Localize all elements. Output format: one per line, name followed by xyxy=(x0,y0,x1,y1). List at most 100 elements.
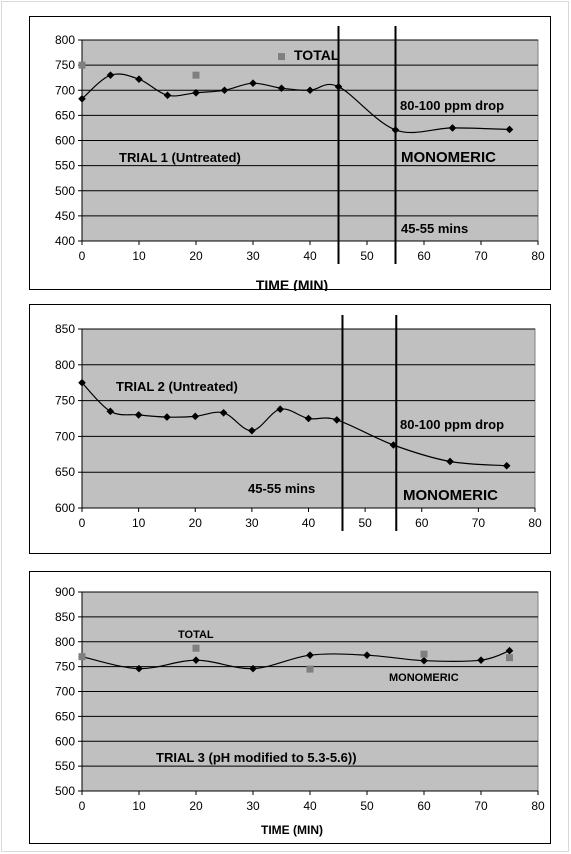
annotation-ppm-drop: 80-100 ppm drop xyxy=(400,417,504,432)
y-tick-label-550: 550 xyxy=(55,759,75,773)
data-point-total-60 xyxy=(420,650,428,658)
x-tick-label-40: 40 xyxy=(302,516,316,530)
x-tick-label-10: 10 xyxy=(132,799,146,813)
data-point-monomeric-55 xyxy=(389,441,398,449)
data-point-monomeric-45 xyxy=(333,416,341,424)
annotation-trial-label: TRIAL 2 (Untreated) xyxy=(116,379,238,394)
x-tick-label-60: 60 xyxy=(417,249,431,263)
x-tick-label-60: 60 xyxy=(417,799,431,813)
x-tick-label-20: 20 xyxy=(189,516,203,530)
y-tick-label-700: 700 xyxy=(55,83,75,97)
x-tick-label-50: 50 xyxy=(360,249,374,263)
annotation-total: TOTAL xyxy=(294,47,340,63)
y-tick-label-750: 750 xyxy=(55,660,75,674)
data-point-monomeric-35 xyxy=(277,84,286,93)
y-tick-label-600: 600 xyxy=(55,734,75,748)
x-tick-label-20: 20 xyxy=(189,249,203,263)
x-tick-label-80: 80 xyxy=(531,799,545,813)
data-point-monomeric-75 xyxy=(502,461,511,470)
annotation-ppm-drop: 80-100 ppm drop xyxy=(400,98,504,113)
x-tick-label-60: 60 xyxy=(415,516,429,530)
data-point-monomeric-15 xyxy=(163,413,171,421)
x-tick-label-50: 50 xyxy=(360,799,374,813)
chart-trial-2: 600 650 700 750 800 850 0 10 20 30 40 50 60 70 80 TRIAL… xyxy=(29,304,551,554)
y-tick-label-650: 650 xyxy=(55,465,75,479)
x-tick-label-40: 40 xyxy=(303,799,317,813)
x-tick-label-0: 0 xyxy=(79,516,86,530)
x-tick-label-40: 40 xyxy=(303,249,317,263)
data-point-monomeric-0 xyxy=(78,378,86,387)
data-point-total-20 xyxy=(192,644,200,652)
x-tick-label-30: 30 xyxy=(246,249,260,263)
data-point-total-0 xyxy=(78,61,86,69)
y-tick-label-600: 600 xyxy=(55,501,75,515)
data-point-total-0 xyxy=(78,653,86,661)
annotation-total: TOTAL xyxy=(178,629,214,641)
annotation-time-window: 45-55 mins xyxy=(248,481,315,496)
annotation-trial-label: TRIAL 3 (pH modified to 5.3-5.6)) xyxy=(156,750,357,765)
x-tick-label-50: 50 xyxy=(358,516,372,530)
annotation-monomeric: MONOMERIC xyxy=(401,149,496,166)
y-tick-label-650: 650 xyxy=(55,709,75,723)
x-tick-label-30: 30 xyxy=(246,799,260,813)
chart-trial-2-svg: 600 650 700 750 800 850 0 10 20 30 40 50 60 70 80 TRIAL… xyxy=(55,315,542,531)
y-tick-label-700: 700 xyxy=(55,429,75,443)
y-tick-label-800: 800 xyxy=(55,33,75,47)
data-point-monomeric-75 xyxy=(505,125,514,134)
y-tick-label-750: 750 xyxy=(55,58,75,72)
data-point-total-40 xyxy=(306,665,314,673)
chart-trial-1-svg: 400 450 500 550 600 650 700 750 800 0 10 20 30 40 50 60… xyxy=(55,26,545,291)
x-tick-label-70: 70 xyxy=(474,249,488,263)
data-point-total-35 xyxy=(278,53,285,61)
y-tick-label-700: 700 xyxy=(55,685,75,699)
chart-trial-3-svg: 500 550 600 650 700 750 800 850 900 0 10 20 30 40 50 60… xyxy=(55,585,545,837)
data-point-monomeric-45 xyxy=(334,82,343,91)
x-axis-title: TIME (MIN) xyxy=(256,277,328,291)
x-tick-label-10: 10 xyxy=(132,249,146,263)
y-tick-label-750: 750 xyxy=(55,394,75,408)
data-point-monomeric-40 xyxy=(306,86,314,95)
y-tick-label-850: 850 xyxy=(55,610,75,624)
y-tick-label-800: 800 xyxy=(55,635,75,649)
data-point-monomeric-15 xyxy=(163,91,172,100)
data-point-monomeric-5 xyxy=(106,407,115,416)
x-tick-label-10: 10 xyxy=(132,516,146,530)
x-axis-title: TIME (MIN) xyxy=(261,823,323,837)
y-tick-label-850: 850 xyxy=(55,322,75,336)
data-point-monomeric-75 xyxy=(505,646,514,655)
annotation-monomeric: MONOMERIC xyxy=(389,672,459,684)
data-point-monomeric-65 xyxy=(448,124,457,132)
y-tick-label-600: 600 xyxy=(55,134,75,148)
x-tick-label-80: 80 xyxy=(528,516,542,530)
data-point-total-75 xyxy=(506,654,513,662)
y-tick-label-450: 450 xyxy=(55,209,75,223)
data-point-monomeric-10 xyxy=(134,411,143,419)
y-tick-label-500: 500 xyxy=(55,184,75,198)
annotation-trial-label: TRIAL 1 (Untreated) xyxy=(119,150,241,165)
y-tick-label-400: 400 xyxy=(55,234,75,248)
y-tick-label-900: 900 xyxy=(55,585,75,599)
x-tick-label-0: 0 xyxy=(79,799,86,813)
y-tick-label-550: 550 xyxy=(55,159,75,173)
x-tick-label-0: 0 xyxy=(79,249,86,263)
data-point-monomeric-25 xyxy=(219,408,228,417)
data-point-monomeric-25 xyxy=(220,86,229,95)
data-point-monomeric-65 xyxy=(446,457,454,466)
data-point-total-20 xyxy=(192,71,200,79)
data-point-monomeric-60 xyxy=(420,656,428,665)
y-tick-label-500: 500 xyxy=(55,784,75,798)
data-point-monomeric-20 xyxy=(192,656,200,664)
y-tick-label-650: 650 xyxy=(55,108,75,122)
data-point-monomeric-20 xyxy=(192,88,200,97)
chart-trial-1: 400 450 500 550 600 650 700 750 800 0 10 20 30 40 50 60… xyxy=(29,16,551,291)
data-point-monomeric-10 xyxy=(135,75,143,83)
y-tick-label-800: 800 xyxy=(55,358,75,372)
data-point-monomeric-30 xyxy=(248,426,256,435)
x-tick-label-70: 70 xyxy=(472,516,486,530)
x-tick-label-70: 70 xyxy=(474,799,488,813)
data-point-monomeric-5 xyxy=(106,71,115,79)
x-tick-label-20: 20 xyxy=(189,799,203,813)
data-point-monomeric-0 xyxy=(78,94,86,103)
data-point-monomeric-30 xyxy=(249,79,257,88)
